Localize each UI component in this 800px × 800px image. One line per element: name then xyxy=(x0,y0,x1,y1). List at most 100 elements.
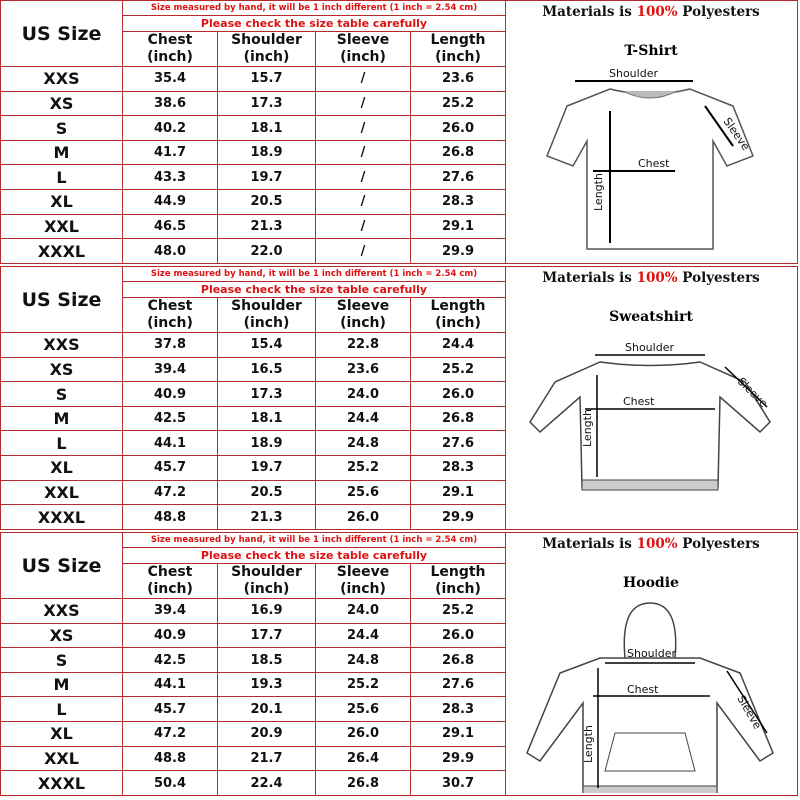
measurement-cell: 29.9 xyxy=(410,745,506,772)
measurement-cell: 42.5 xyxy=(122,647,218,673)
measurement-cell: 20.1 xyxy=(217,696,316,723)
size-label: M xyxy=(0,139,123,166)
table-row: S 40.2 18.1/26.0 xyxy=(0,115,506,141)
size-label: S xyxy=(0,115,123,141)
check-note: Please check the size table carefully xyxy=(122,547,506,564)
column-header: Shoulder (inch) xyxy=(217,296,316,334)
size-section-t-shirt: US Size Size measured by hand, it will be… xyxy=(0,0,800,266)
length-label: Length xyxy=(582,725,595,763)
measurement-cell: 21.3 xyxy=(217,504,316,530)
us-size-header: US Size xyxy=(0,531,123,600)
column-header: Chest (inch) xyxy=(122,562,218,600)
size-label: L xyxy=(0,164,123,191)
measurement-cell: 28.3 xyxy=(410,696,506,723)
measurement-cell: 16.9 xyxy=(217,598,316,624)
measurement-cell: 18.9 xyxy=(217,430,316,457)
measurement-cell: 29.1 xyxy=(410,213,506,240)
column-header: Length (inch) xyxy=(410,562,506,600)
size-label: L xyxy=(0,696,123,723)
column-header: Sleeve (inch) xyxy=(315,562,411,600)
measurement-cell: 26.8 xyxy=(410,139,506,166)
measurement-cell: 17.3 xyxy=(217,90,316,117)
measurement-cell: 22.0 xyxy=(217,238,316,264)
measurement-cell: 21.7 xyxy=(217,745,316,772)
size-section-sweatshirt: US Size Size measured by hand, it will be… xyxy=(0,265,800,532)
check-note: Please check the size table carefully xyxy=(122,15,506,32)
table-row: XXXL 50.4 22.4 26.8 30.7 xyxy=(0,770,506,796)
measurement-cell: 46.5 xyxy=(122,213,218,240)
measurement-cell: 17.3 xyxy=(217,381,316,407)
measurement-cell: 18.5 xyxy=(217,647,316,673)
measurement-cell: 20.5 xyxy=(217,479,316,506)
garment-name: Hoodie xyxy=(623,575,679,591)
measurement-cell: 39.4 xyxy=(122,598,218,624)
measurement-cell: 22.8 xyxy=(315,332,411,358)
measurement-cell: 26.4 xyxy=(315,745,411,772)
measurement-cell: / xyxy=(315,139,411,166)
table-row: XL 44.9 20.5/28.3 xyxy=(0,189,506,215)
measurement-cell: 26.0 xyxy=(410,115,506,141)
size-label: XXL xyxy=(0,479,123,506)
us-size-header: US Size xyxy=(0,265,123,334)
column-name: Shoulder xyxy=(231,32,302,49)
column-unit: (inch) xyxy=(435,581,481,598)
column-name: Chest xyxy=(147,32,193,49)
table-row: XXL 47.2 20.5 25.6 29.1 xyxy=(0,479,506,506)
measurement-cell: 30.7 xyxy=(410,770,506,796)
sweatshirt-diagram: Shoulder Chest Length Sleeve xyxy=(529,341,771,491)
table-row: L 44.1 18.9 24.8 27.6 xyxy=(0,430,506,457)
measurement-cell: 18.1 xyxy=(217,405,316,432)
measure-note: Size measured by hand, it will be 1 inch… xyxy=(122,266,506,282)
table-row: XXS 35.4 15.7/23.6 xyxy=(0,66,506,92)
measurement-cell: 44.9 xyxy=(122,189,218,215)
column-unit: (inch) xyxy=(340,581,386,598)
size-label: M xyxy=(0,405,123,432)
size-label: XL xyxy=(0,455,123,481)
column-unit: (inch) xyxy=(340,49,386,66)
measurement-cell: 15.4 xyxy=(217,332,316,358)
measurement-cell: 48.0 xyxy=(122,238,218,264)
measurement-cell: 44.1 xyxy=(122,430,218,457)
measurement-cell: 26.8 xyxy=(315,770,411,796)
column-unit: (inch) xyxy=(435,315,481,332)
column-unit: (inch) xyxy=(243,315,290,332)
measurement-cell: 26.0 xyxy=(410,622,506,649)
measurement-cell: 23.6 xyxy=(410,66,506,92)
materials-note: Materials is 100% Polyesters xyxy=(542,536,760,552)
table-row: XS 38.6 17.3/25.2 xyxy=(0,90,506,117)
materials-note: Materials is 100% Polyesters xyxy=(542,4,760,20)
column-unit: (inch) xyxy=(147,315,193,332)
measurement-cell: 48.8 xyxy=(122,504,218,530)
column-name: Length xyxy=(430,564,486,581)
size-table: US Size Size measured by hand, it will be… xyxy=(0,0,506,264)
table-row: S 42.5 18.5 24.8 26.8 xyxy=(0,647,506,673)
measurement-cell: 29.1 xyxy=(410,721,506,747)
length-label: Length xyxy=(581,409,594,447)
measurement-cell: 24.8 xyxy=(315,647,411,673)
measurement-cell: 42.5 xyxy=(122,405,218,432)
size-label: XS xyxy=(0,356,123,383)
size-table: US Size Size measured by hand, it will be… xyxy=(0,265,506,530)
measurement-cell: 39.4 xyxy=(122,356,218,383)
size-label: XXL xyxy=(0,213,123,240)
measurement-cell: 21.3 xyxy=(217,213,316,240)
table-row: M 41.7 18.9/26.8 xyxy=(0,139,506,166)
size-label: XXXL xyxy=(0,770,123,796)
measurement-cell: 26.8 xyxy=(410,647,506,673)
table-row: XXXL 48.8 21.3 26.0 29.9 xyxy=(0,504,506,530)
size-label: XXS xyxy=(0,332,123,358)
chest-label: Chest xyxy=(627,683,659,696)
table-row: M 44.1 19.3 25.2 27.6 xyxy=(0,671,506,698)
measurement-cell: 16.5 xyxy=(217,356,316,383)
table-row: XXL 48.8 21.7 26.4 29.9 xyxy=(0,745,506,772)
material-percent: 100% xyxy=(636,4,678,20)
measurement-cell: 38.6 xyxy=(122,90,218,117)
column-name: Length xyxy=(430,298,486,315)
measurement-cell: 15.7 xyxy=(217,66,316,92)
measurement-cell: 43.3 xyxy=(122,164,218,191)
measurement-cell: 47.2 xyxy=(122,479,218,506)
table-row: XS 40.9 17.7 24.4 26.0 xyxy=(0,622,506,649)
measurement-cell: 48.8 xyxy=(122,745,218,772)
measurement-cell: 41.7 xyxy=(122,139,218,166)
measurement-cell: 25.2 xyxy=(410,90,506,117)
